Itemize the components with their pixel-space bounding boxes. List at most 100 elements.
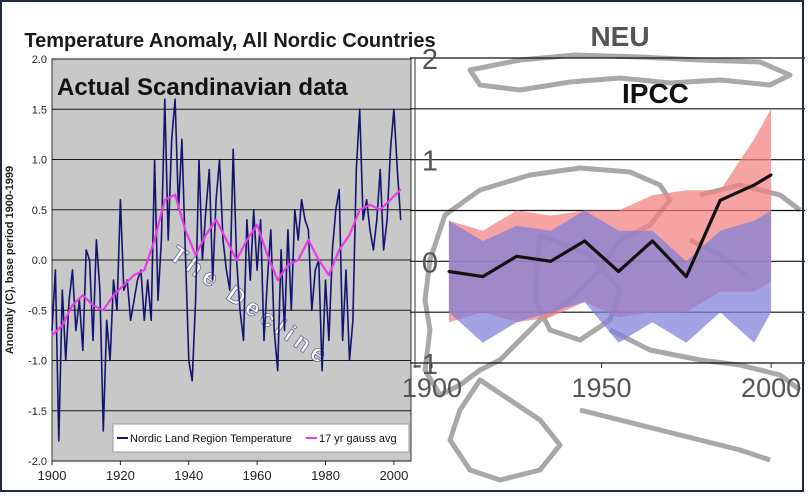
nordic-smooth-point — [266, 254, 268, 256]
neu-x-ticks: 1900 1950 2000 — [402, 363, 801, 403]
nordic-smooth-point — [112, 294, 115, 296]
nordic-annual-point — [123, 289, 125, 291]
nordic-smooth-point — [123, 284, 125, 286]
nordic-annual-point — [167, 239, 169, 241]
nordic-annual-point — [277, 370, 279, 372]
nordic-annual-point — [266, 279, 268, 281]
nordic-annual-point — [287, 229, 289, 231]
nordic-annual-point — [321, 370, 323, 372]
neu-observed-point — [583, 239, 586, 243]
neu-chart-title: NEU — [590, 21, 649, 52]
nordic-smooth-point — [51, 334, 53, 336]
nordic-annual-point — [335, 209, 337, 211]
nordic-annual-point — [205, 209, 207, 211]
nordic-smooth-point — [400, 189, 402, 191]
nordic-annual-point — [164, 98, 166, 100]
nordic-smooth-point — [236, 259, 238, 261]
nordic-annual-point — [198, 158, 200, 161]
nordic-annual-point — [294, 209, 296, 211]
nordic-annual-point — [222, 239, 224, 241]
nordic-x-tick-label: 1980 — [311, 468, 340, 483]
nordic-annual-point — [331, 249, 333, 251]
nordic-annual-point — [311, 309, 313, 311]
nordic-smooth-point — [154, 239, 156, 241]
nordic-smooth-point — [205, 234, 207, 236]
neu-observed-point — [684, 275, 688, 278]
neu-blue-band — [448, 210, 772, 343]
legend-label-annual: Nordic Land Region Temperature — [130, 433, 292, 445]
nordic-annual-point — [184, 249, 186, 251]
nordic-annual-point — [369, 229, 371, 231]
nordic-annual-point — [157, 299, 159, 301]
nordic-annual-point — [389, 148, 392, 150]
nordic-smooth-point — [246, 239, 248, 241]
nordic-annual-point — [225, 269, 227, 271]
nordic-smooth-point — [184, 229, 186, 231]
overlay-label-actual: Actual Scandinavian data — [57, 74, 348, 101]
nordic-annual-point — [386, 219, 388, 221]
nordic-smooth-point — [348, 234, 351, 236]
nordic-smooth-point — [338, 249, 340, 251]
neu-observed-point — [549, 259, 553, 263]
nordic-annual-point — [208, 169, 210, 171]
nordic-smooth-point — [297, 259, 299, 261]
nordic-annual-point — [260, 219, 262, 221]
nordic-chart-title: Temperature Anomaly, All Nordic Countrie… — [24, 30, 435, 52]
nordic-x-tick-label: 1900 — [38, 468, 67, 483]
nordic-annual-point — [290, 309, 292, 311]
nordic-annual-point — [68, 299, 70, 301]
nordic-annual-point — [263, 339, 265, 341]
nordic-annual-point — [396, 169, 398, 171]
nordic-annual-point — [297, 239, 299, 241]
nordic-annual-point — [215, 199, 217, 201]
nordic-smooth-point — [318, 259, 320, 261]
nordic-annual-point — [174, 98, 176, 100]
nordic-annual-point — [242, 339, 245, 341]
nordic-annual-point — [106, 319, 108, 321]
nordic-annual-point — [130, 319, 132, 321]
nordic-annual-point — [116, 309, 118, 311]
nordic-annual-point — [379, 169, 381, 171]
nordic-annual-point — [249, 279, 251, 281]
nordic-annual-point — [253, 209, 255, 211]
nordic-gridlines — [52, 58, 411, 462]
nordic-y-tick-label: -2.0 — [28, 456, 47, 468]
nordic-annual-point — [314, 269, 316, 271]
nordic-annual-point — [304, 219, 306, 221]
nordic-annual-point — [342, 339, 344, 341]
nordic-annual-point — [372, 249, 374, 251]
nordic-legend: Nordic Land Region Temperature 17 yr gau… — [112, 423, 410, 453]
nordic-annual-point — [307, 229, 309, 231]
nordic-annual-point — [71, 269, 74, 271]
neu-observed-point — [752, 183, 756, 187]
neu-y-tick-label: 0 — [422, 247, 438, 279]
nordic-annual-point — [191, 380, 193, 382]
nordic-annual-point — [352, 319, 354, 321]
neu-observed-point — [617, 270, 620, 273]
nordic-y-tick-label: -0.5 — [28, 305, 47, 317]
nordic-annual-point — [232, 148, 234, 150]
neu-y-ticks: 2 1 0 -1 — [412, 44, 438, 381]
nordic-annual-point — [99, 289, 101, 291]
nordic-annual-point — [61, 289, 63, 291]
nordic-y-tick-label: 1.0 — [32, 155, 47, 167]
nordic-annual-point — [112, 279, 115, 281]
nordic-smooth-point — [92, 304, 94, 306]
nordic-smooth-point — [277, 279, 279, 281]
nordic-annual-point — [366, 199, 368, 201]
nordic-annual-point — [92, 339, 94, 341]
nordic-annual-point — [65, 359, 67, 362]
nordic-annual-point — [58, 440, 60, 442]
neu-observed-point — [447, 270, 451, 273]
nordic-smooth-point — [143, 269, 145, 271]
nordic-annual-point — [345, 269, 347, 271]
nordic-smooth-point — [307, 239, 309, 241]
nordic-annual-point — [51, 329, 53, 331]
nordic-annual-point — [154, 158, 156, 161]
nordic-annual-point — [201, 259, 203, 261]
nordic-smooth-point — [195, 254, 197, 256]
nordic-annual-point — [195, 299, 197, 301]
neu-observed — [447, 173, 773, 279]
nordic-annual-point — [102, 430, 104, 432]
nordic-x-tick-label: 1960 — [243, 468, 272, 483]
